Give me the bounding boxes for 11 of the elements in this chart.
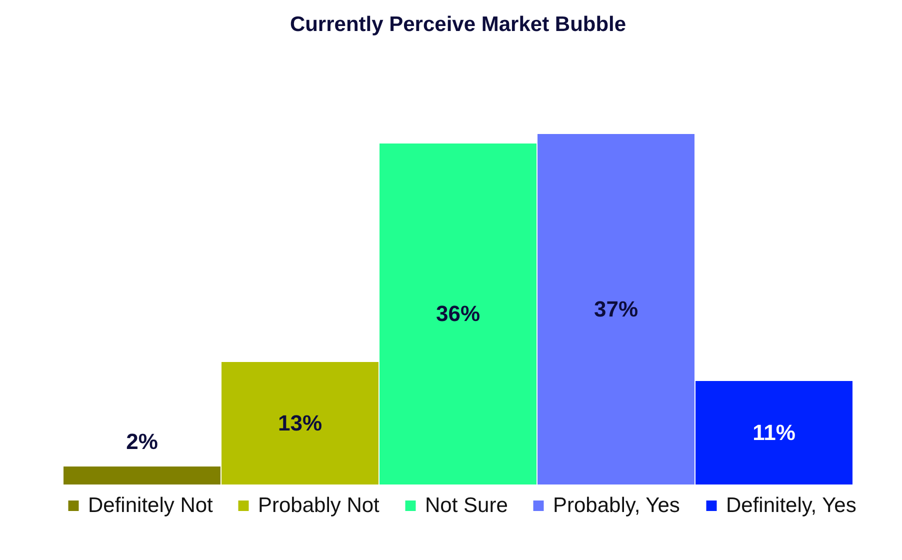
legend-label: Definitely Not	[88, 494, 214, 517]
legend-label: Probably, Yes	[553, 494, 680, 517]
legend-label: Definitely, Yes	[726, 494, 856, 517]
data-label: 11%	[752, 420, 796, 445]
data-label: 36%	[436, 301, 480, 326]
legend-label: Probably Not	[258, 494, 380, 517]
data-label: 13%	[278, 410, 322, 436]
legend-label: Not Sure	[425, 494, 508, 517]
data-label: 2%	[126, 429, 158, 454]
data-label: 37%	[594, 296, 638, 322]
chart-title: Currently Perceive Market Bubble	[290, 13, 626, 36]
